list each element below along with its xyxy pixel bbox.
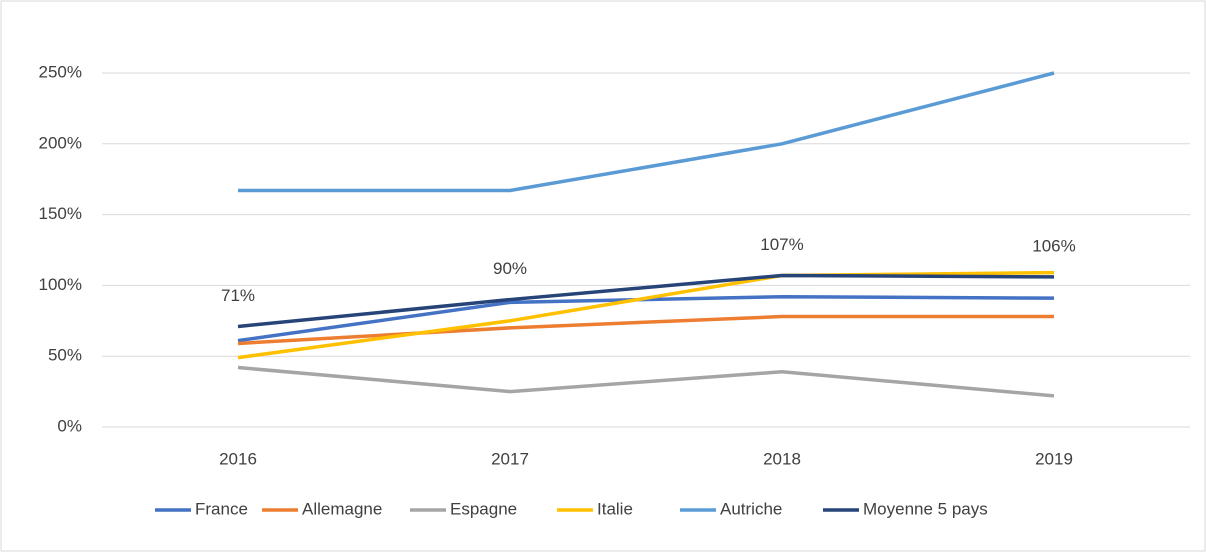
legend-label: Moyenne 5 pays — [863, 499, 988, 518]
data-label: 106% — [1032, 236, 1075, 255]
y-tick-label: 50% — [48, 346, 82, 365]
legend-label: Espagne — [450, 499, 517, 518]
x-tick-label: 2019 — [1035, 449, 1073, 468]
legend-label: Allemagne — [302, 499, 382, 518]
data-label: 90% — [493, 259, 527, 278]
y-tick-label: 150% — [39, 204, 82, 223]
x-tick-label: 2016 — [219, 449, 257, 468]
series-line — [237, 273, 1055, 329]
y-tick-label: 0% — [57, 416, 82, 435]
y-tick-label: 100% — [39, 275, 82, 294]
legend-label: Italie — [597, 499, 633, 518]
series-line — [237, 314, 1054, 346]
data-label: 71% — [221, 286, 255, 305]
data-label: 107% — [760, 235, 803, 254]
legend-label: Autriche — [720, 499, 782, 518]
x-tick-label: 2018 — [763, 449, 801, 468]
series-line — [238, 71, 1055, 193]
y-tick-label: 200% — [39, 133, 82, 152]
legend-label: France — [195, 499, 248, 518]
y-tick-label: 250% — [39, 62, 82, 81]
series-line — [237, 365, 1055, 398]
x-tick-label: 2017 — [491, 449, 529, 468]
series-line — [237, 270, 1055, 360]
